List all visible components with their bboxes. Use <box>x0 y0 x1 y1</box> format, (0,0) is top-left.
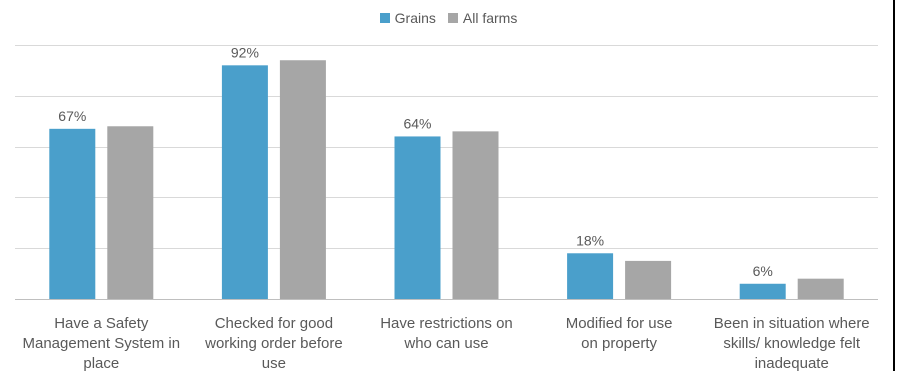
data-label: 6% <box>753 263 773 279</box>
data-label: 18% <box>576 232 604 248</box>
legend: Grains All farms <box>0 8 897 28</box>
category-label: Been in situation where <box>714 315 870 332</box>
bar-all-farms <box>452 131 499 299</box>
bar-all-farms <box>625 260 672 299</box>
category-label: Modified for use <box>566 315 673 332</box>
category-label: inadequate <box>755 355 829 371</box>
data-label: 64% <box>403 115 431 131</box>
legend-item-all-farms[interactable]: All farms <box>447 10 518 26</box>
bar-grains <box>567 253 614 299</box>
data-label: 92% <box>231 44 259 60</box>
category-label: working order before <box>204 335 343 352</box>
legend-label-all-farms: All farms <box>462 10 518 26</box>
frame-border <box>893 0 895 371</box>
category-label: Checked for good <box>215 315 333 332</box>
category-label: place <box>83 355 119 371</box>
data-label: 67% <box>58 108 86 124</box>
legend-swatch-grains <box>379 13 390 23</box>
category-label: Have restrictions on <box>380 315 513 332</box>
bar-grains <box>49 128 96 299</box>
category-label: use <box>262 355 286 371</box>
category-label: who can use <box>403 335 488 352</box>
legend-swatch-all-farms <box>447 13 458 23</box>
category-label: Have a Safety <box>54 315 149 332</box>
legend-item-grains[interactable]: Grains <box>379 10 436 26</box>
bar-grains <box>221 65 268 299</box>
bar-grains <box>739 283 786 299</box>
legend-label-grains: Grains <box>394 10 436 26</box>
category-label: Management System in <box>23 335 181 352</box>
category-label: skills/ knowledge felt <box>723 335 861 352</box>
bar-all-farms <box>797 278 844 299</box>
bar-grains <box>394 136 441 299</box>
bar-all-farms <box>107 126 154 299</box>
bar-all-farms <box>279 60 326 299</box>
category-label: on property <box>581 335 657 352</box>
